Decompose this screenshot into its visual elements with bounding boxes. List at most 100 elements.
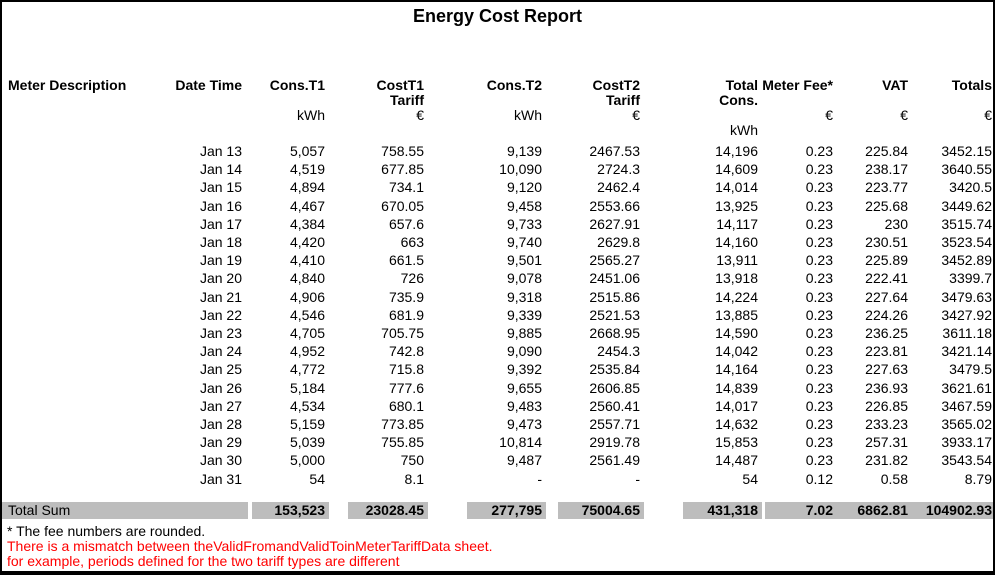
cell-cons_t2: 9,078 (506, 270, 542, 287)
cell-date_time: Jan 22 (199, 306, 242, 323)
cell-cons_t2: 9,487 (506, 452, 542, 469)
cell-cost_t2_tariff: 2606.85 (589, 379, 640, 396)
cell-total_cons: 14,196 (715, 143, 758, 159)
cell-total_cons: 13,885 (715, 306, 758, 323)
table-row: Jan 14 4,519 677.85 10,090 2724.3 14,609 0.23 2… (2, 160, 992, 178)
cell-total_cons: 14,487 (715, 452, 758, 469)
total-value-totals: 104902.93 (911, 501, 993, 519)
cell-cost_t2_tariff: - (635, 470, 640, 487)
cell-cons_t2: 9,392 (506, 361, 542, 378)
cell-cons_t2: 9,740 (506, 234, 542, 251)
total-sum-label: Total Sum (2, 501, 248, 519)
cell-meter_fee: 0.23 (805, 343, 833, 360)
cell-date_time: Jan 16 (199, 197, 242, 214)
cell-meter_fee: 0.23 (805, 215, 833, 232)
table-row: Jan 26 5,184 777.6 9,655 2606.85 14,839 0.23 23… (2, 379, 992, 397)
cell-cost_t1_tariff: 735.9 (388, 288, 424, 305)
cell-total_cons: 13,911 (716, 252, 758, 269)
spacer-row (2, 488, 992, 502)
cell-meter_fee: 0.23 (805, 361, 833, 378)
cell-total_cons: 13,918 (715, 270, 758, 287)
cell-meter-description (2, 197, 160, 215)
cell-cons_t1: 54 (309, 470, 325, 487)
cell-date_time: Jan 25 (199, 361, 242, 378)
cell-vat: 236.93 (865, 379, 908, 396)
energy-cost-table: Meter Description Date Time Cons.T1 CostT1 … (2, 78, 993, 519)
cell-cons_t2: 9,318 (506, 288, 542, 305)
cell-cons_t2: 10,090 (499, 161, 542, 178)
cell-cost_t2_tariff: 2467.53 (589, 143, 640, 159)
cell-meter_fee: 0.23 (805, 179, 833, 196)
table-row: Jan 24 4,952 742.8 9,090 2454.3 14,042 0.23 223… (2, 342, 992, 360)
cell-totals: 3467.59 (941, 397, 992, 414)
cell-cost_t2_tariff: 2629.8 (597, 234, 640, 251)
column-unit-total_cons: kWh (730, 122, 758, 138)
cell-date_time: Jan 13 (199, 143, 242, 159)
cell-cons_t1: 5,000 (289, 452, 325, 469)
column-unit-cost_t1_tariff: € (416, 107, 424, 123)
cell-totals: 3452.89 (941, 252, 992, 269)
cell-date_time: Jan 20 (199, 270, 242, 287)
cell-meter-description (2, 142, 160, 160)
cell-cons_t1: 4,705 (289, 325, 325, 342)
cell-vat: 227.64 (865, 288, 908, 305)
table-row: Jan 25 4,772 715.8 9,392 2535.84 14,164 0.23 22… (2, 360, 992, 378)
cell-vat: 257.31 (865, 434, 908, 451)
cell-cons_t1: 4,384 (289, 215, 325, 232)
cell-meter-description (2, 306, 160, 324)
cell-meter_fee: 0.23 (805, 434, 833, 451)
column-header-meter_description: Meter Description (8, 77, 127, 93)
column-header-cost_t2_tariff: CostT2 Tariff (592, 77, 640, 108)
cell-vat: 230 (884, 215, 908, 232)
column-header-date_time: Date Time (175, 77, 242, 93)
table-row: Jan 20 4,840 726 9,078 2451.06 13,918 0.23 222.… (2, 269, 992, 287)
cell-vat: 227.63 (865, 361, 908, 378)
cell-cost_t1_tariff: 715.8 (388, 361, 424, 378)
cell-cost_t1_tariff: 657.6 (388, 215, 424, 232)
table-row: Jan 27 4,534 680.1 9,483 2560.41 14,017 0.23 22… (2, 397, 992, 415)
cell-date_time: Jan 21 (199, 288, 242, 305)
cell-cons_t2: 9,733 (506, 215, 542, 232)
cell-cons_t1: 5,057 (289, 143, 325, 159)
cell-vat: 222.41 (865, 270, 908, 287)
cell-vat: 223.81 (865, 343, 908, 360)
cell-meter-description (2, 451, 160, 469)
cell-totals: 3421.14 (941, 343, 992, 360)
cell-total_cons: 14,632 (715, 416, 758, 433)
cell-meter-description (2, 324, 160, 342)
cell-totals: 3565.02 (941, 416, 992, 433)
cell-meter_fee: 0.23 (805, 234, 833, 251)
cell-date_time: Jan 23 (199, 325, 242, 342)
cell-totals: 3479.5 (949, 361, 992, 378)
cell-meter-description (2, 397, 160, 415)
cell-date_time: Jan 15 (199, 179, 242, 196)
cell-cons_t2: 9,139 (506, 143, 542, 159)
cell-totals: 3543.54 (941, 452, 992, 469)
column-header-cons_t1: Cons.T1 (269, 77, 325, 93)
cell-vat: 225.68 (865, 197, 908, 214)
cell-meter_fee: 0.23 (805, 143, 833, 159)
cell-cost_t2_tariff: 2521.53 (589, 306, 640, 323)
header-label-row: Meter Description Date Time Cons.T1 CostT1 … (2, 78, 992, 108)
column-unit-meter_description (2, 108, 160, 142)
table-row: Jan 30 5,000 750 9,487 2561.49 14,487 0.23 231.… (2, 451, 992, 469)
cell-totals: 8.79 (964, 470, 992, 487)
table-row: Jan 16 4,467 670.05 9,458 2553.66 13,925 0.23 2… (2, 197, 992, 215)
cell-meter-description (2, 215, 160, 233)
cell-meter-description (2, 433, 160, 451)
cell-vat: 225.84 (865, 143, 908, 159)
cell-meter-description (2, 415, 160, 433)
column-unit-cons_t1: kWh (297, 107, 325, 123)
cell-cons_t1: 4,420 (289, 234, 325, 251)
cell-cost_t2_tariff: 2451.06 (589, 270, 640, 287)
cell-totals: 3452.15 (941, 143, 992, 159)
cell-totals: 3427.92 (941, 306, 992, 323)
cell-date_time: Jan 14 (199, 161, 242, 178)
cell-totals: 3399.7 (949, 270, 992, 287)
cell-cost_t1_tariff: 680.1 (388, 397, 424, 414)
cell-cost_t1_tariff: 677.85 (381, 161, 424, 178)
cell-cost_t2_tariff: 2454.3 (597, 343, 640, 360)
cell-cost_t1_tariff: 777.6 (388, 379, 424, 396)
cell-cons_t1: 4,410 (289, 252, 325, 269)
cell-total_cons: 14,017 (715, 397, 758, 414)
